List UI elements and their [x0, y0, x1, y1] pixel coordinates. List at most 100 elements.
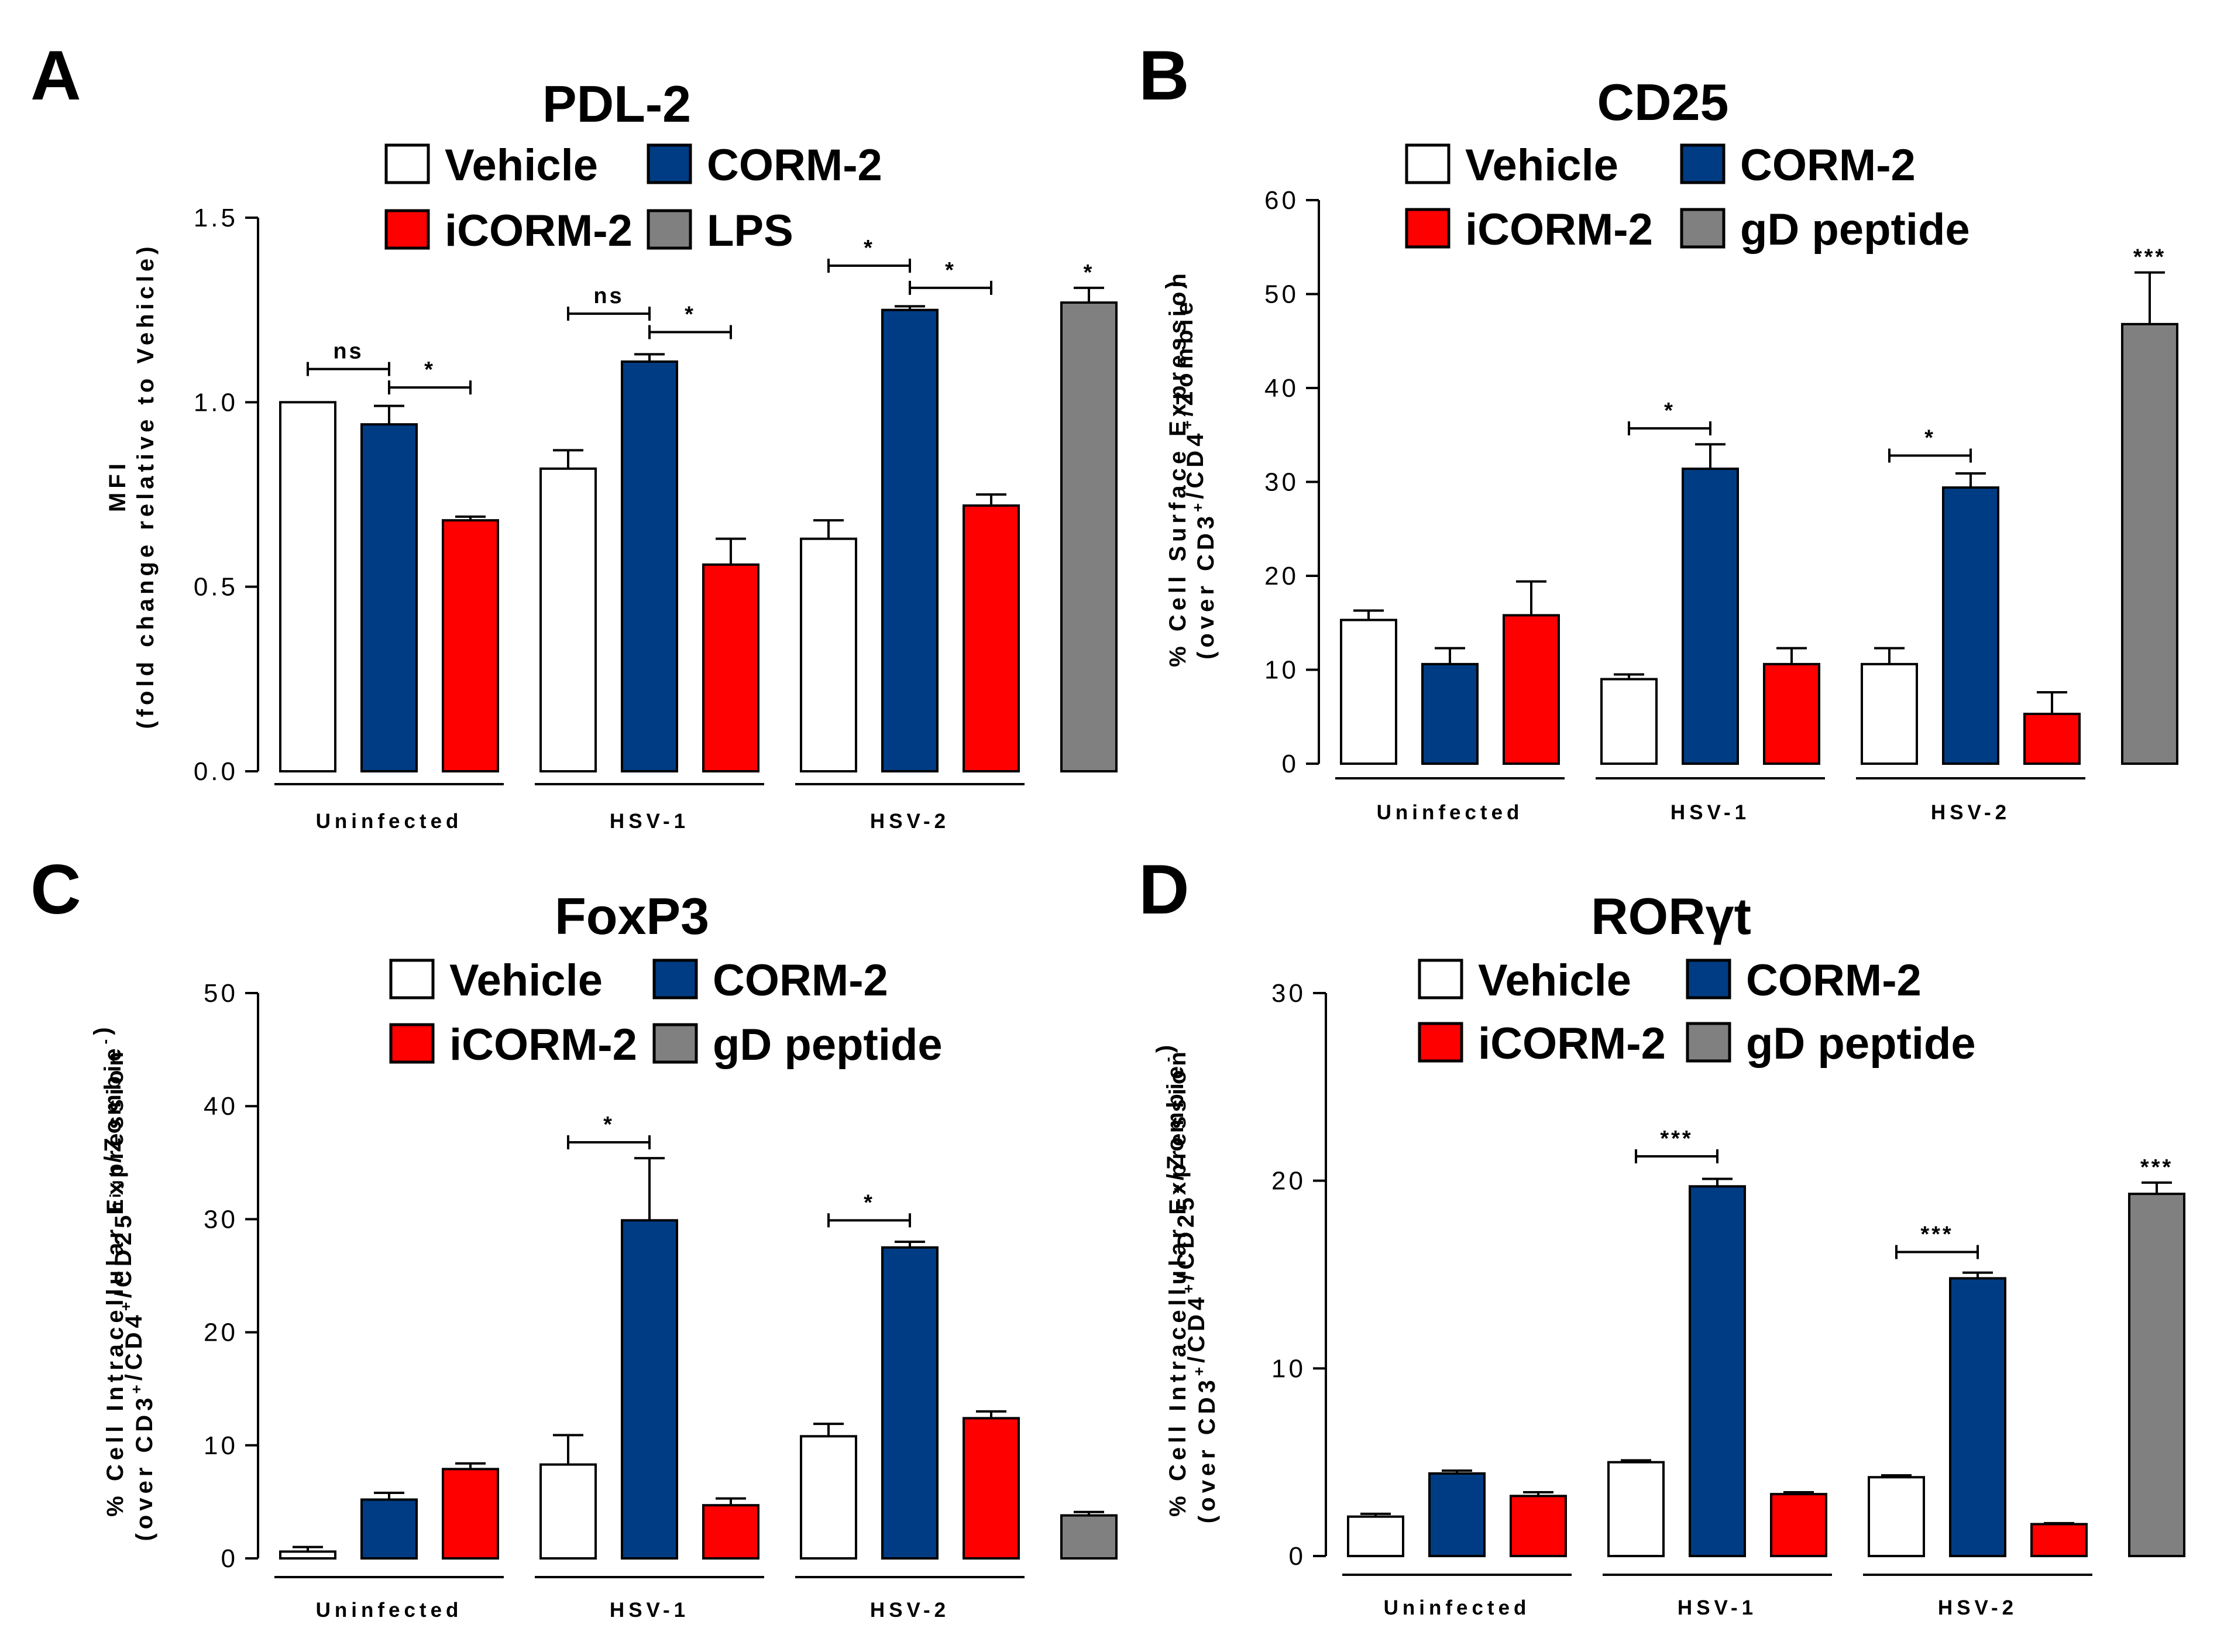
legend-swatch	[384, 209, 430, 250]
legend-label: iCORM-2	[445, 206, 633, 256]
bar-vehicle	[1607, 1461, 1665, 1557]
bar-corm2	[360, 1498, 418, 1560]
legend-label: iCORM-2	[449, 1020, 637, 1070]
comparison-label: ns	[333, 339, 363, 364]
y-axis-label: % Cell Intracellular Expression	[1165, 1047, 1191, 1517]
legend-swatch	[1418, 1022, 1463, 1063]
bar-icorm2	[2023, 712, 2081, 765]
bar-control	[1060, 1514, 1118, 1560]
group-label: HSV-1	[1678, 1596, 1757, 1619]
legend-label: CORM-2	[1746, 956, 1922, 1005]
y-axis-label: (over CD3+/CD4+/CD25+/Zombie-)	[1152, 1041, 1220, 1523]
y-axis-label: (over CD3+/CD4+/CD25high/Zombie-)	[90, 1023, 157, 1541]
bar-icorm2	[442, 1468, 499, 1560]
bar-corm2	[881, 1246, 939, 1560]
y-tick-label: 10	[204, 1431, 238, 1460]
bar-icorm2	[442, 519, 499, 772]
y-tick-label: 50	[1264, 280, 1299, 309]
group-label: Uninfected	[1377, 801, 1524, 824]
group-label: HSV-1	[610, 1599, 689, 1622]
chart-svg: B CD25 Vehicle CORM-2 iCORM-2 gD peptide 0 10 20…	[1139, 36, 2178, 824]
significance-label: *	[1084, 260, 1095, 285]
chart-title: CD25	[1597, 73, 1729, 131]
chart-svg: C FoxP3 Vehicle CORM-2 iCORM-2 gD peptide 0 10 2…	[30, 850, 1118, 1622]
legend-label: Vehicle	[1478, 956, 1631, 1005]
legend-label: gD peptide	[1740, 205, 1970, 255]
legend-swatch	[384, 143, 430, 184]
legend-label: CORM-2	[713, 956, 888, 1005]
bar-control	[2128, 1193, 2185, 1557]
group-label: HSV-2	[870, 810, 950, 833]
bar-vehicle	[1347, 1515, 1404, 1558]
bar-corm2	[881, 308, 939, 772]
comparison-label: *	[1924, 426, 1936, 451]
y-axis-label: % Cell Intracellular Expression	[102, 1047, 128, 1517]
group-label: Uninfected	[316, 810, 463, 833]
y-tick-label: 1.5	[194, 204, 238, 232]
bar-vehicle	[1340, 619, 1397, 765]
comparison-label: ***	[1660, 1126, 1693, 1151]
y-tick-label: 20	[1271, 1167, 1306, 1196]
bar-vehicle	[800, 1435, 857, 1560]
chart-title: FoxP3	[555, 887, 709, 945]
y-tick-label: 0	[1282, 750, 1299, 778]
group-label: HSV-1	[610, 810, 689, 833]
bar-corm2	[1682, 468, 1739, 765]
bar-icorm2	[963, 1417, 1020, 1560]
chart-title: RORγt	[1591, 887, 1751, 945]
panel-c-foxp3: C FoxP3 Vehicle CORM-2 iCORM-2 gD peptide 0 10 2…	[0, 826, 1118, 1651]
bar-corm2	[1689, 1185, 1746, 1557]
chart-svg: D RORγt Vehicle CORM-2 iCORM-2 gD peptide 0 10 2…	[1139, 850, 2185, 1619]
comparison-label: *	[864, 1190, 875, 1215]
y-tick-label: 0.0	[194, 757, 238, 786]
comparison-label: *	[685, 303, 696, 327]
bar-vehicle	[1600, 678, 1658, 765]
bar-vehicle	[279, 401, 336, 772]
panel-b-cd25: B CD25 Vehicle CORM-2 iCORM-2 gD peptide 0 10 20…	[1108, 0, 2216, 826]
bar-control	[2121, 322, 2178, 765]
comparison-label: *	[945, 258, 956, 283]
bar-icorm2	[702, 1504, 759, 1560]
legend-swatch	[1686, 1022, 1731, 1063]
comparison-label: *	[1664, 399, 1675, 423]
y-axis-label: (over CD3+/CD4+/Zombie-)	[1161, 277, 1219, 660]
legend-label: Vehicle	[445, 140, 598, 190]
panel-letter: B	[1139, 36, 1190, 115]
panel-letter: D	[1139, 850, 1190, 929]
y-tick-label: 30	[1264, 468, 1299, 497]
legend-label: Vehicle	[449, 956, 603, 1005]
significance-label: ***	[2133, 245, 2166, 270]
bar-vehicle	[539, 467, 597, 772]
panel-letter: A	[30, 36, 81, 115]
chart-title: PDL-2	[542, 75, 691, 133]
legend-swatch	[652, 1023, 698, 1064]
legend-label: LPS	[707, 206, 793, 256]
chart-svg: A PDL-2 Vehicle CORM-2 iCORM-2 LPS 0.0 0.5 1.0 1.…	[30, 36, 1118, 833]
y-tick-label: 20	[204, 1318, 238, 1347]
panel-d-rorgt: D RORγt Vehicle CORM-2 iCORM-2 gD peptide 0 10 2…	[1108, 826, 2216, 1651]
y-tick-label: 1.0	[194, 388, 238, 417]
y-tick-label: 40	[1264, 374, 1299, 403]
bar-corm2	[1428, 1472, 1486, 1557]
bar-icorm2	[963, 504, 1020, 772]
group-label: HSV-2	[870, 1599, 950, 1622]
legend-label: iCORM-2	[1465, 205, 1653, 255]
bar-corm2	[1949, 1277, 2006, 1557]
comparison-label: *	[603, 1112, 614, 1137]
y-tick-label: 30	[204, 1205, 238, 1234]
legend-label: gD peptide	[713, 1020, 943, 1070]
y-tick-label: 10	[1264, 656, 1299, 685]
comparison-label: *	[424, 358, 435, 382]
y-tick-label: 40	[204, 1092, 238, 1121]
legend-swatch	[389, 959, 435, 1000]
legend-label: Vehicle	[1465, 140, 1618, 190]
group-label: HSV-1	[1671, 801, 1750, 824]
legend-swatch	[652, 959, 698, 1000]
bar-corm2	[621, 1219, 678, 1560]
bar-icorm2	[1763, 662, 1820, 765]
bar-vehicle	[800, 537, 857, 772]
comparison-label: ns	[593, 284, 624, 308]
legend-swatch	[389, 1023, 435, 1064]
bar-corm2	[360, 423, 418, 772]
panel-a-pdl2: A PDL-2 Vehicle CORM-2 iCORM-2 LPS 0.0 0.5 1.0 1.…	[0, 0, 1118, 833]
